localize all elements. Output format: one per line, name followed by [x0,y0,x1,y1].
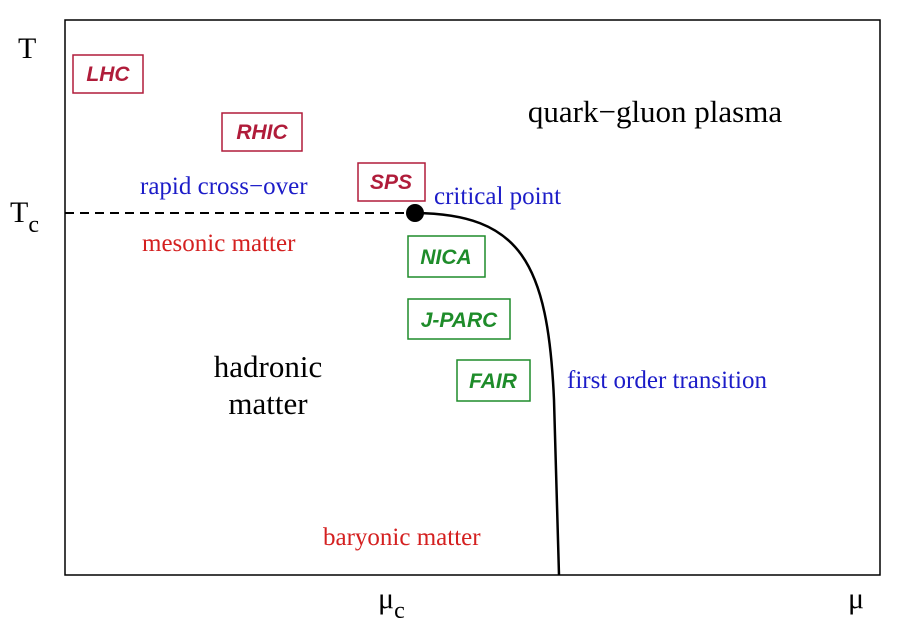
hadronic-label: hadronic [214,349,322,384]
tc-sub: c [28,212,39,238]
tc-base: T [10,196,28,229]
experiment-label: RHIC [236,121,288,144]
critical-point-dot [406,204,424,222]
experiment-label: FAIR [469,370,518,393]
jparc-box [407,298,511,340]
nica-box [407,235,486,278]
fair-box [456,359,531,402]
tc-label: Tc [10,196,39,238]
experiment-label: NICA [420,246,471,269]
lhc-box [72,54,144,94]
critical-point-label: critical point [434,183,561,210]
muc-sub: c [394,598,405,624]
muc-label: μc [378,582,405,624]
mesonic-label: mesonic matter [142,230,296,257]
sps-box [357,162,426,202]
rhic-box [221,112,303,152]
baryonic-label: baryonic matter [323,524,481,551]
y-axis-label: T [18,32,36,65]
muc-base: μ [378,582,394,615]
frame [64,19,881,576]
plasma-label: quark−gluon plasma [528,94,782,129]
experiment-label: LHC [86,63,130,86]
experiment-label: J-PARC [421,309,498,332]
crossover-label: rapid cross−over [140,173,308,200]
experiment-label: SPS [370,171,412,194]
first-order-label: first order transition [567,367,767,394]
x-axis-label: μ [848,582,864,615]
first-order-line [414,211,561,576]
hadronic-label: matter [228,386,308,421]
